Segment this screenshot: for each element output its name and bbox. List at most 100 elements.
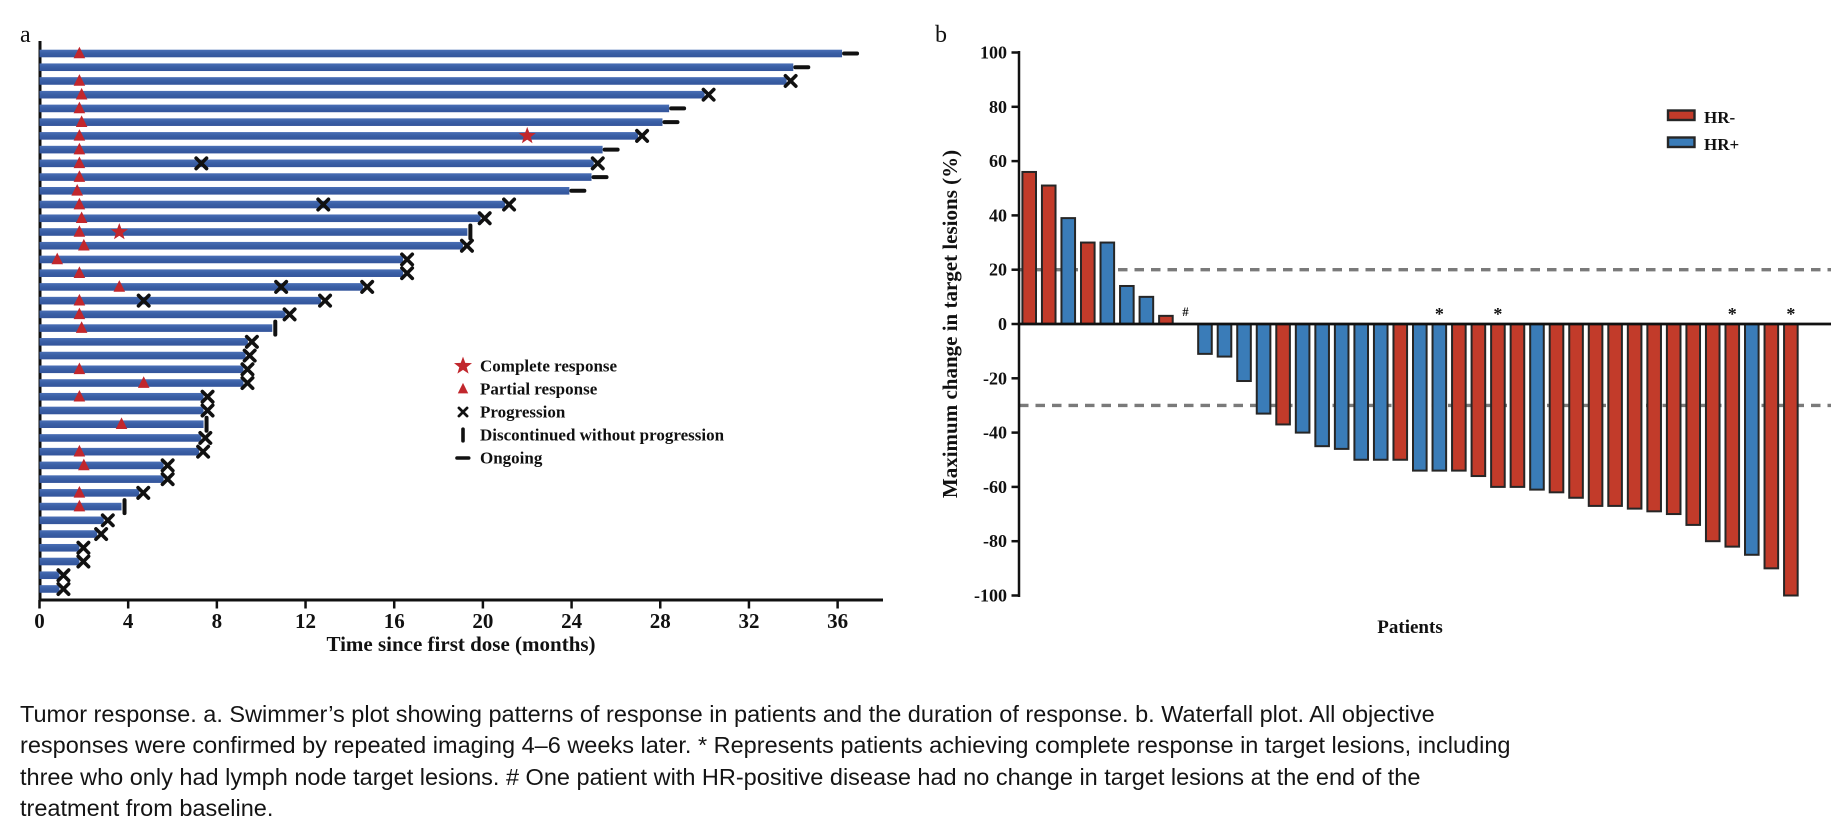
progression-x-icon [56, 581, 71, 596]
x-tick-label: 20 [472, 609, 493, 633]
legend-label: Partial response [480, 380, 598, 399]
swimmer-bar [39, 145, 603, 154]
legend-label: Complete response [480, 357, 618, 376]
progression-x-icon [635, 128, 650, 143]
complete-response-star-icon [518, 126, 536, 144]
swimmer-bar [39, 557, 80, 566]
panel-b-label: b [935, 22, 947, 48]
swimmer-bar [39, 49, 843, 58]
progression-x-icon [274, 279, 289, 294]
y-tick-label: -40 [983, 423, 1007, 443]
x-tick-label: 32 [738, 609, 759, 633]
waterfall-bar [1275, 323, 1291, 426]
swimmer-bar [39, 118, 663, 126]
progression-x-icon [100, 513, 115, 528]
complete-response-asterisk-annotation: * [1786, 304, 1795, 324]
x-tick-label: 16 [384, 609, 405, 633]
figure-caption: Tumor response. a. Swimmer’s plot showin… [20, 701, 1511, 822]
waterfall-bar [1451, 323, 1467, 472]
partial-response-triangle-icon [73, 170, 86, 182]
partial-response-triangle-icon [73, 46, 86, 59]
partial-response-triangle-icon [73, 101, 86, 114]
figure-container: a b 0 4 8 12 16 20 24 28 32 36 Complete response P… [20, 22, 1831, 822]
complete-response-star-icon [454, 356, 472, 374]
waterfall-bar [1509, 323, 1526, 488]
progression-x-icon [76, 554, 91, 569]
waterfall-bar [1704, 323, 1721, 543]
y-tick-label: -60 [983, 477, 1007, 497]
waterfall-bar [1255, 323, 1272, 415]
swimmer-legend: Complete response Partial response Progres… [454, 357, 725, 468]
swimmer-bar [39, 159, 594, 168]
waterfall-bar [1744, 323, 1760, 556]
progression-x-icon [200, 389, 215, 404]
progression-x-icon [316, 197, 331, 212]
swimmer-bar [39, 173, 592, 181]
progression-x-icon [701, 87, 716, 102]
partial-response-triangle-icon [73, 74, 86, 86]
swimmer-x-axis-title: Time since first dose (months) [326, 632, 595, 656]
partial-response-triangle-icon [73, 307, 86, 320]
swimmer-plot: 0 4 8 12 16 20 24 28 32 36 Complete response Parti… [34, 41, 883, 656]
y-tick-label: -20 [983, 368, 1007, 388]
progression-x-icon [360, 279, 375, 294]
waterfall-legend: HR- HR+ [1666, 108, 1739, 154]
waterfall-axes: 100 80 60 40 20 0 -20 -40 -60 -80 -100 [974, 43, 1831, 606]
swimmer-bar [39, 255, 404, 264]
waterfall-bar [1333, 323, 1350, 450]
swimmer-bar [39, 406, 204, 415]
waterfall-bar [1119, 284, 1135, 325]
waterfall-bar [1372, 323, 1389, 461]
legend-swatch [1666, 109, 1696, 122]
progression-x-icon [160, 472, 175, 487]
x-tick-label: 8 [212, 609, 223, 633]
partial-response-triangle-icon [73, 362, 86, 375]
waterfall-bar [1099, 241, 1116, 325]
swimmer-bar [39, 434, 202, 442]
swimmer-bar [39, 585, 60, 593]
waterfall-bar [1294, 323, 1311, 434]
progression-x-icon [198, 430, 213, 445]
waterfall-bar [1236, 323, 1252, 383]
waterfall-bar [1412, 323, 1428, 472]
progression-x-icon [196, 444, 211, 459]
progression-x-icon [240, 362, 255, 377]
x-tick-label: 4 [123, 609, 134, 633]
swimmer-bar [39, 571, 60, 580]
waterfall-bar [1021, 170, 1038, 325]
partial-response-triangle-icon [71, 184, 83, 196]
partial-response-triangle-icon [73, 499, 86, 512]
y-tick-label: 40 [989, 205, 1007, 225]
partial-response-triangle-icon [73, 225, 86, 237]
complete-response-star-icon [110, 223, 128, 240]
partial-response-triangle-icon [457, 382, 469, 394]
swimmer-bar [39, 63, 794, 72]
swimmer-bar [39, 296, 322, 305]
partial-response-triangle-icon [73, 156, 86, 169]
y-tick-label: 20 [989, 260, 1007, 280]
swimmer-bar [39, 338, 248, 346]
waterfall-bar [1607, 323, 1623, 507]
progression-x-icon [200, 403, 215, 418]
swimmer-bar [39, 530, 98, 538]
waterfall-bar [1548, 323, 1565, 494]
legend-label: HR- [1704, 108, 1736, 127]
partial-response-triangle-icon [73, 486, 86, 498]
no-change-hash-annotation: # [1182, 305, 1189, 319]
partial-response-triangle-icon [73, 142, 86, 155]
progression-x-icon [400, 266, 415, 281]
x-tick-label: 36 [827, 609, 848, 633]
progression-x-icon [590, 156, 605, 171]
waterfall-bar [1470, 323, 1487, 478]
waterfall-bar [1138, 295, 1155, 326]
progression-x-icon [56, 568, 71, 583]
partial-response-triangle-icon [75, 87, 88, 100]
partial-response-triangle-icon [73, 444, 86, 457]
legend-label: Discontinued without progression [480, 426, 725, 445]
partial-response-triangle-icon [73, 293, 86, 306]
progression-x-icon [136, 485, 151, 500]
partial-response-triangle-icon [73, 389, 86, 402]
swimmer-bar [39, 90, 705, 99]
swimmer-bar [39, 132, 639, 140]
